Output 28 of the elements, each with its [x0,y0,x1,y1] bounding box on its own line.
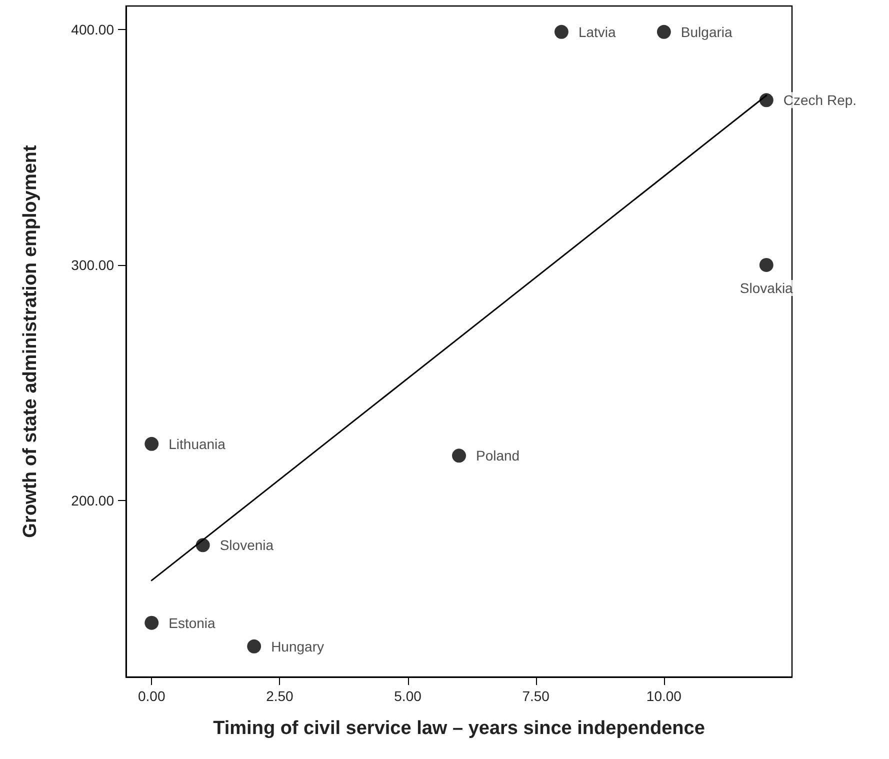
data-label: Slovenia [220,537,274,554]
y-tick-label: 300.00 [71,256,114,273]
y-tick-label: 400.00 [71,22,114,38]
point [247,639,262,654]
data-label: Slovakia [740,280,794,296]
data-label: Czech Rep. [783,92,857,108]
x-tick-label: 7.50 [522,688,550,704]
data-label: Hungary [271,638,324,654]
data-label: Lithuania [168,436,226,452]
point [196,538,210,552]
point [452,448,466,463]
x-tick-label: 2.50 [266,688,294,704]
y-tick-label: 200.00 [71,492,114,508]
x-tick-label: 0.00 [138,688,166,704]
point [144,436,159,451]
data-label: Latvia [578,24,616,40]
data-label: Bulgaria [680,24,732,40]
point [656,24,671,39]
data-label: Estonia [168,614,216,631]
y-axis-title: Growth of state administration employment [20,144,41,538]
x-axis-title: Timing of civil service law – years since independence [213,718,705,739]
point [144,616,159,630]
point [759,258,774,272]
data-label: Poland [476,448,520,464]
x-tick-label: 5.00 [394,688,422,704]
x-tick-label: 10.00 [646,688,682,704]
point [554,24,568,39]
point [759,93,774,108]
